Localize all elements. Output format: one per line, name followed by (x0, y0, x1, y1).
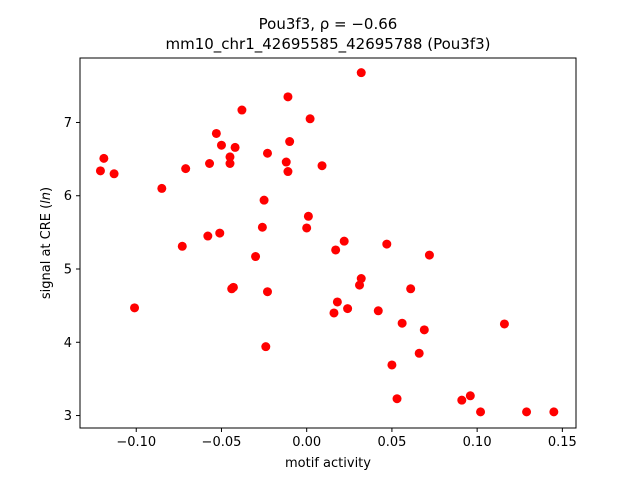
data-point-16 (95, 166, 105, 176)
y-axis-label: signal at CRE (ln) (39, 187, 54, 299)
data-point-10 (99, 153, 109, 163)
data-point-39 (130, 303, 140, 313)
data-point-11 (281, 157, 291, 167)
y-tick-label: 4 (64, 336, 72, 351)
data-point-49 (465, 391, 475, 401)
data-point-51 (457, 395, 467, 405)
data-point-0 (356, 68, 366, 78)
data-point-26 (339, 236, 349, 246)
data-point-45 (419, 325, 429, 335)
data-point-8 (262, 148, 272, 158)
y-tick-label: 6 (64, 189, 72, 204)
data-point-36 (406, 284, 416, 294)
data-point-12 (205, 159, 215, 168)
data-point-47 (414, 348, 424, 358)
data-point-6 (216, 140, 226, 150)
data-point-40 (343, 304, 353, 314)
data-point-1 (283, 92, 293, 102)
data-point-43 (397, 318, 407, 328)
y-tick-label: 7 (64, 116, 72, 131)
data-point-37 (262, 287, 272, 297)
data-point-22 (257, 222, 267, 232)
data-point-31 (251, 252, 261, 262)
y-tick-label: 5 (64, 263, 72, 278)
data-point-52 (476, 407, 486, 417)
data-point-13 (225, 159, 235, 168)
data-point-17 (283, 167, 293, 177)
data-point-44 (499, 319, 509, 329)
data-point-23 (302, 223, 312, 233)
x-tick-label: 0.10 (463, 435, 492, 450)
data-point-27 (382, 239, 392, 249)
data-point-7 (230, 142, 240, 152)
chart-title-line1: Pou3f3, ρ = −0.66 (259, 15, 398, 33)
data-point-24 (215, 228, 225, 238)
plot-frame (79, 57, 577, 429)
data-points (95, 68, 559, 417)
data-point-20 (259, 195, 269, 205)
data-point-9 (225, 152, 235, 162)
data-point-21 (303, 211, 313, 221)
x-tick-label: 0.05 (377, 435, 406, 450)
data-point-54 (549, 407, 559, 417)
y-tick-label: 3 (64, 409, 72, 424)
data-point-28 (177, 241, 187, 251)
data-point-5 (285, 137, 295, 147)
data-point-50 (392, 394, 402, 404)
data-point-30 (424, 250, 434, 260)
data-point-35 (227, 284, 237, 294)
y-axis-label-italic: ln (39, 192, 54, 204)
data-point-14 (317, 161, 327, 171)
y-axis-ticks: 3 4 5 6 7 (64, 116, 80, 424)
x-tick-label: 0.00 (292, 435, 321, 450)
data-point-46 (261, 342, 271, 352)
data-point-48 (387, 360, 397, 370)
y-axis-label-suffix: ) (39, 187, 54, 192)
data-point-4 (211, 128, 221, 138)
x-axis-ticks: −0.10 −0.05 0.00 0.05 0.10 0.15 (116, 428, 577, 450)
y-axis-label-prefix: signal at CRE ( (39, 204, 54, 299)
data-point-18 (109, 169, 119, 179)
data-point-41 (373, 306, 383, 316)
data-point-38 (332, 297, 342, 307)
data-point-29 (331, 245, 341, 255)
data-point-15 (181, 164, 191, 174)
data-point-3 (305, 114, 315, 124)
data-point-42 (329, 308, 339, 318)
data-point-19 (157, 183, 167, 193)
x-tick-label: −0.10 (116, 435, 156, 450)
data-point-33 (355, 280, 365, 290)
x-axis-label: motif activity (285, 456, 371, 471)
data-point-25 (203, 231, 213, 241)
chart-title-line2: mm10_chr1_42695585_42695788 (Pou3f3) (165, 35, 490, 54)
x-tick-label: 0.15 (548, 435, 577, 450)
data-point-2 (237, 105, 247, 115)
x-tick-label: −0.05 (202, 435, 242, 450)
data-point-53 (522, 407, 532, 417)
